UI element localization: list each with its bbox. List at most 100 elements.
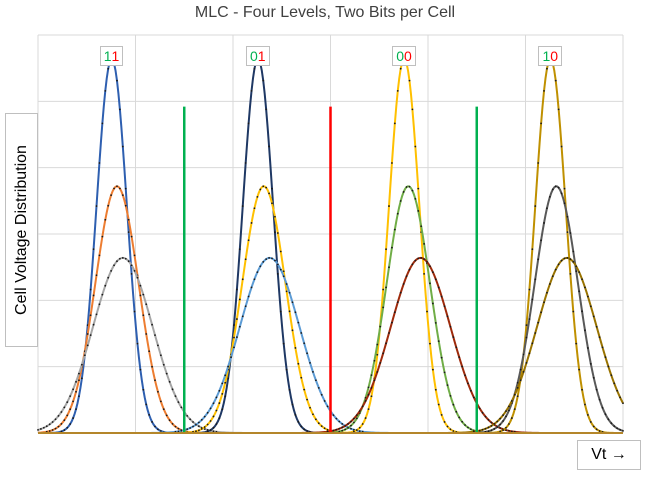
curve-marker	[92, 294, 95, 297]
curve-marker	[543, 222, 545, 224]
curve-marker	[244, 305, 247, 308]
curve-marker	[531, 298, 534, 301]
curve-marker	[405, 275, 408, 278]
curve-marker	[206, 423, 209, 426]
curve-marker	[496, 420, 499, 423]
curve-marker	[159, 400, 162, 403]
curve-marker	[572, 250, 575, 253]
curve-marker	[250, 286, 253, 289]
curve-marker	[271, 257, 273, 260]
curve-marker	[619, 396, 621, 399]
curve-marker	[54, 427, 57, 430]
curve-marker	[589, 421, 592, 423]
curve-marker	[584, 403, 586, 406]
curve-marker	[104, 218, 107, 221]
curve-marker	[592, 315, 595, 318]
curve-marker	[162, 408, 165, 411]
curve-marker	[393, 122, 396, 125]
curve-marker	[171, 388, 174, 391]
curve-marker	[238, 248, 241, 251]
curve-marker	[601, 346, 604, 349]
curve-marker	[610, 422, 613, 425]
curve-marker	[540, 239, 542, 242]
curve-marker	[546, 207, 548, 210]
curve-marker	[426, 310, 428, 313]
curve-marker	[601, 406, 604, 409]
curve-marker	[531, 248, 534, 251]
curve-marker	[510, 400, 513, 402]
curve-marker	[279, 310, 282, 313]
curve-marker	[402, 283, 405, 285]
curve-marker	[411, 189, 414, 192]
curve-marker	[224, 374, 227, 377]
curve-marker	[282, 275, 285, 278]
curve-marker	[197, 421, 200, 424]
curve-marker	[423, 243, 425, 245]
curve-marker	[566, 231, 569, 234]
curve-marker	[60, 411, 63, 413]
curve-marker	[344, 424, 347, 427]
curve-marker	[54, 418, 57, 421]
curve-marker	[244, 258, 247, 261]
curve-marker	[291, 301, 294, 304]
curve-marker	[455, 346, 458, 349]
curve-marker	[48, 430, 51, 432]
curve-marker	[338, 420, 341, 423]
curve-marker	[449, 428, 452, 431]
curve-marker	[478, 407, 481, 410]
curve-marker	[300, 425, 303, 428]
curve-marker	[525, 336, 528, 339]
curve-marker	[598, 398, 601, 401]
curve-marker	[385, 248, 387, 251]
curve-marker	[116, 260, 118, 263]
curve-marker	[566, 257, 569, 259]
curve-marker	[546, 67, 548, 70]
bit-digit: 0	[396, 48, 404, 64]
curve-marker	[124, 187, 127, 190]
curve-marker	[467, 382, 469, 385]
curve-marker	[502, 414, 504, 417]
x-axis-label-box: Vt →	[577, 440, 641, 470]
curve-marker	[578, 368, 581, 371]
curve-marker	[338, 427, 341, 430]
curve-marker	[613, 425, 616, 428]
curve-marker	[136, 342, 139, 345]
curve-marker	[543, 301, 545, 304]
curve-marker	[142, 388, 145, 391]
curve-marker	[288, 291, 291, 294]
curve-marker	[238, 325, 241, 328]
curve-marker	[268, 192, 270, 195]
curve-marker	[470, 428, 472, 431]
curve-marker	[411, 263, 414, 266]
curve-marker	[332, 414, 335, 417]
curve-marker	[499, 423, 502, 426]
curve-marker	[429, 265, 431, 268]
curve-marker	[189, 427, 192, 429]
curve-marker	[276, 232, 279, 234]
curve-marker	[203, 415, 206, 418]
curve-marker	[505, 426, 507, 429]
curve-marker	[528, 318, 531, 320]
curve-marker	[159, 354, 162, 357]
curve-marker	[408, 268, 411, 271]
curve-marker	[560, 259, 563, 262]
curve-marker	[443, 305, 446, 308]
curve-marker	[95, 313, 98, 316]
curve-marker	[452, 403, 455, 406]
curve-marker	[572, 261, 575, 263]
curve-marker	[443, 421, 446, 423]
curve-marker	[130, 235, 133, 238]
curve-marker	[72, 400, 74, 403]
curve-marker	[399, 200, 402, 202]
curve-marker	[142, 314, 145, 317]
curve-marker	[133, 269, 136, 272]
curve-marker	[335, 428, 338, 431]
curve-marker	[370, 386, 373, 389]
curve-marker	[80, 363, 83, 366]
curve-marker	[95, 274, 98, 277]
curve-marker	[490, 429, 493, 432]
curve-marker	[297, 421, 300, 423]
curve-marker	[306, 430, 308, 432]
curve-marker	[341, 429, 344, 432]
